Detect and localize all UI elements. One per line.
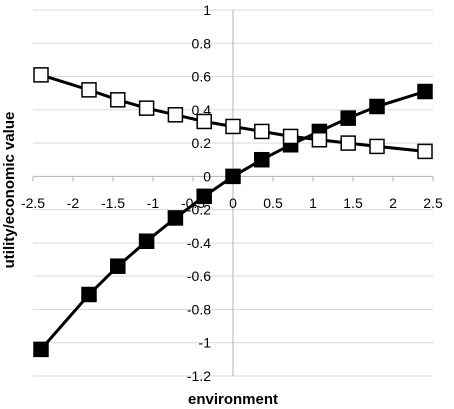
- tick-labels: 1 0.8 0.6 0.4 0.2 0 -0.2 -0.4 -0.6 -0.8 -1 -1.2 -2.5…: [21, 2, 443, 384]
- y-tick-label: -0.8: [187, 301, 211, 317]
- data-point-series-1: [254, 151, 270, 168]
- data-point-series-1: [225, 168, 241, 185]
- y-tick-label: 0.4: [192, 102, 212, 118]
- x-tick-label: -1: [147, 195, 160, 211]
- data-point-series-2: [311, 132, 328, 148]
- data-point-series-1: [167, 210, 184, 226]
- y-tick-label: -1.2: [187, 368, 211, 384]
- x-tick-label: 1: [309, 195, 317, 211]
- y-tick-label: 0.6: [192, 69, 212, 85]
- data-point-series-2: [254, 123, 270, 140]
- y-tick-label: -0.2: [187, 202, 211, 218]
- x-tick-label: 0: [229, 195, 237, 211]
- y-tick-label: -0.4: [187, 235, 211, 251]
- data-point-series-2: [340, 135, 356, 151]
- data-point-series-2: [167, 107, 184, 123]
- data-point-series-1: [340, 110, 356, 126]
- x-axis-title: environment: [188, 391, 278, 408]
- data-point-series-2: [138, 100, 155, 116]
- data-point-series-2: [369, 138, 385, 155]
- data-point-series-1: [138, 233, 155, 249]
- data-point-series-1: [417, 83, 433, 100]
- data-point-series-1: [81, 286, 97, 303]
- x-tick-label: 2: [389, 195, 397, 211]
- y-tick-label: -1: [199, 335, 212, 351]
- data-point-series-2: [81, 82, 97, 98]
- data-point-series-1: [196, 188, 212, 205]
- data-point-series-2: [33, 67, 49, 83]
- x-tick-label: -0.5: [181, 195, 205, 211]
- data-point-series-2: [225, 118, 241, 135]
- x-tick-label: 2.5: [423, 195, 443, 211]
- y-tick-label: -0.6: [187, 268, 211, 284]
- axes: [32, 10, 434, 376]
- y-tick-label: 0.2: [192, 135, 212, 151]
- data-point-series-2: [196, 113, 212, 130]
- data-point-series-2: [417, 143, 433, 160]
- x-tick-label: 1.5: [343, 195, 363, 211]
- data-point-series-2: [110, 92, 126, 108]
- y-axis-title: utility/economic value: [1, 112, 18, 269]
- x-tick-label: -2.5: [21, 195, 45, 211]
- data-point-series-1: [110, 258, 126, 274]
- data-point-series-1: [369, 98, 385, 115]
- data-point-series-2: [282, 128, 299, 145]
- y-tick-label: 0.8: [192, 35, 212, 51]
- x-tick-label: -1.5: [101, 195, 125, 211]
- x-tick-label: -2: [67, 195, 80, 211]
- series-markers: [33, 67, 433, 358]
- x-tick-label: 0.5: [263, 195, 283, 211]
- y-tick-label: 1: [203, 2, 211, 18]
- y-tick-label: 0: [203, 168, 211, 184]
- data-point-series-1: [33, 341, 49, 358]
